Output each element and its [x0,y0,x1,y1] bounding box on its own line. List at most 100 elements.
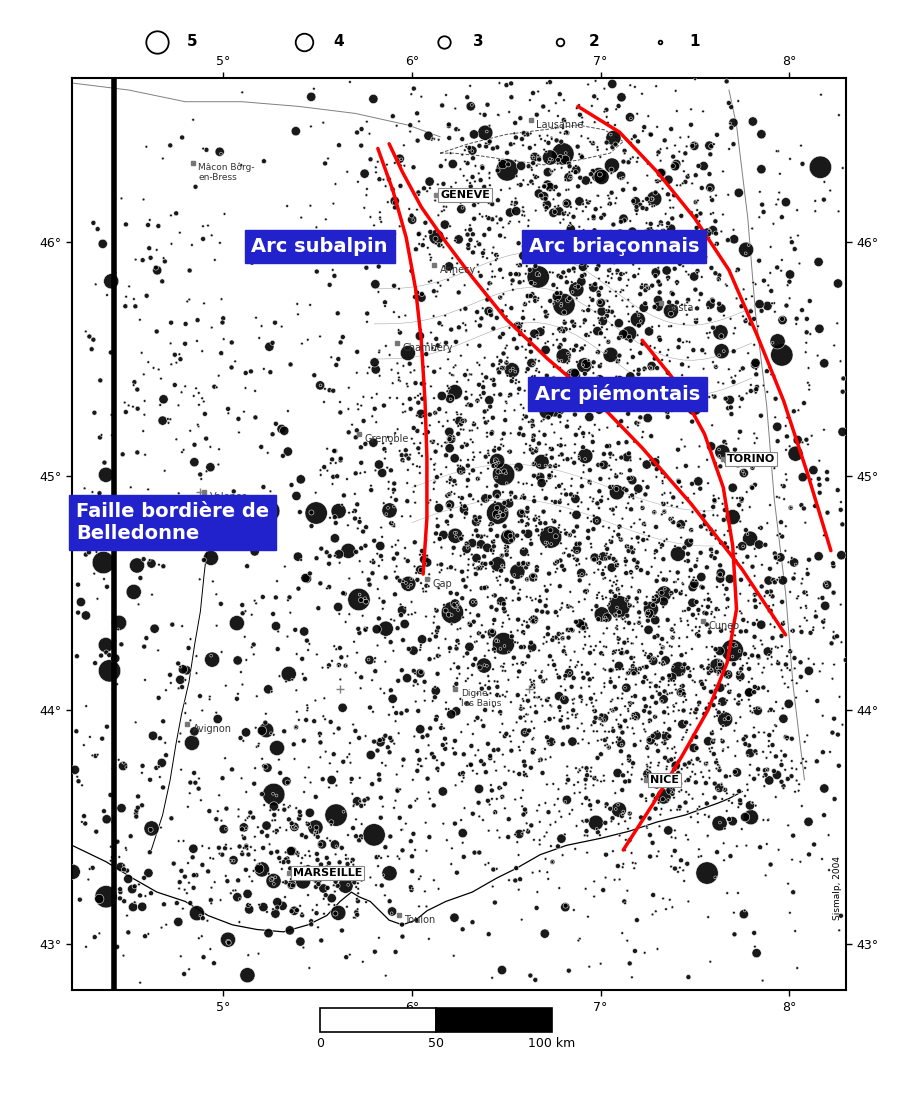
Point [359,518,374,536]
Point [766,449,780,467]
Point [472,553,486,571]
Point [496,285,510,303]
Point [455,130,470,148]
Point [762,771,777,789]
Point [612,372,626,389]
Point [479,560,493,577]
Point [609,101,624,119]
Point [526,166,541,184]
Point [545,631,560,649]
Point [518,435,533,453]
Point [296,939,310,957]
Point [226,882,240,900]
Point [374,809,388,827]
Point [518,724,532,742]
Point [221,933,236,951]
Point [630,303,644,321]
Point [788,241,802,258]
Point [683,704,698,722]
Point [663,801,678,819]
Point [640,279,654,297]
Point [514,323,528,341]
Point [201,217,215,235]
Point [606,722,620,740]
Point [353,509,367,527]
Point [546,276,561,294]
Point [472,235,487,253]
Point [508,114,522,132]
Point [561,206,575,224]
Point [812,590,826,608]
Point [552,633,566,651]
Point [514,638,528,656]
Point [616,660,630,678]
Point [368,662,382,680]
Point [303,773,318,791]
Point [734,604,749,622]
Point [181,798,195,816]
Point [586,133,600,151]
Point [592,357,607,375]
Point [718,677,733,695]
Point [535,662,549,680]
Point [248,718,263,736]
Point [272,751,286,769]
Point [510,633,525,651]
Point [466,490,481,508]
Point [331,904,346,922]
Point [572,401,587,419]
Point [518,713,533,731]
Point [543,458,557,476]
Point [300,696,314,714]
Point [141,354,156,372]
Point [616,510,630,528]
Point [666,703,680,721]
Point [711,755,725,773]
Point [516,137,530,154]
Point [778,466,793,483]
Point [97,802,112,820]
Point [424,450,438,468]
Point [685,204,699,222]
Point [732,496,746,514]
Point [710,235,724,253]
Point [799,333,814,351]
Point [331,598,346,615]
Point [373,210,387,228]
Point [543,178,557,196]
Point [560,596,574,614]
Text: Cuneo: Cuneo [708,621,739,631]
Point [536,634,551,652]
Point [445,839,459,857]
Point [255,750,269,768]
Point [475,628,490,646]
Point [410,675,425,693]
Point [580,762,594,780]
Point [518,724,532,742]
Point [507,763,521,781]
Point [464,422,479,440]
Point [323,754,338,772]
Point [569,426,583,444]
Point [320,865,334,883]
Point [461,154,475,172]
Point [202,690,217,708]
Point [622,312,636,330]
Point [666,696,680,714]
Point [661,740,675,758]
Point [328,896,342,914]
Point [526,310,541,328]
Point [464,755,478,773]
Point [704,661,718,679]
Point [346,504,360,521]
Point [579,243,593,261]
Point [153,730,167,747]
Point [719,802,733,820]
Point [436,201,451,219]
Point [768,716,782,734]
Point [695,341,709,359]
Point [576,618,590,636]
Point [346,784,360,802]
Point [309,824,323,841]
Point [322,779,337,797]
